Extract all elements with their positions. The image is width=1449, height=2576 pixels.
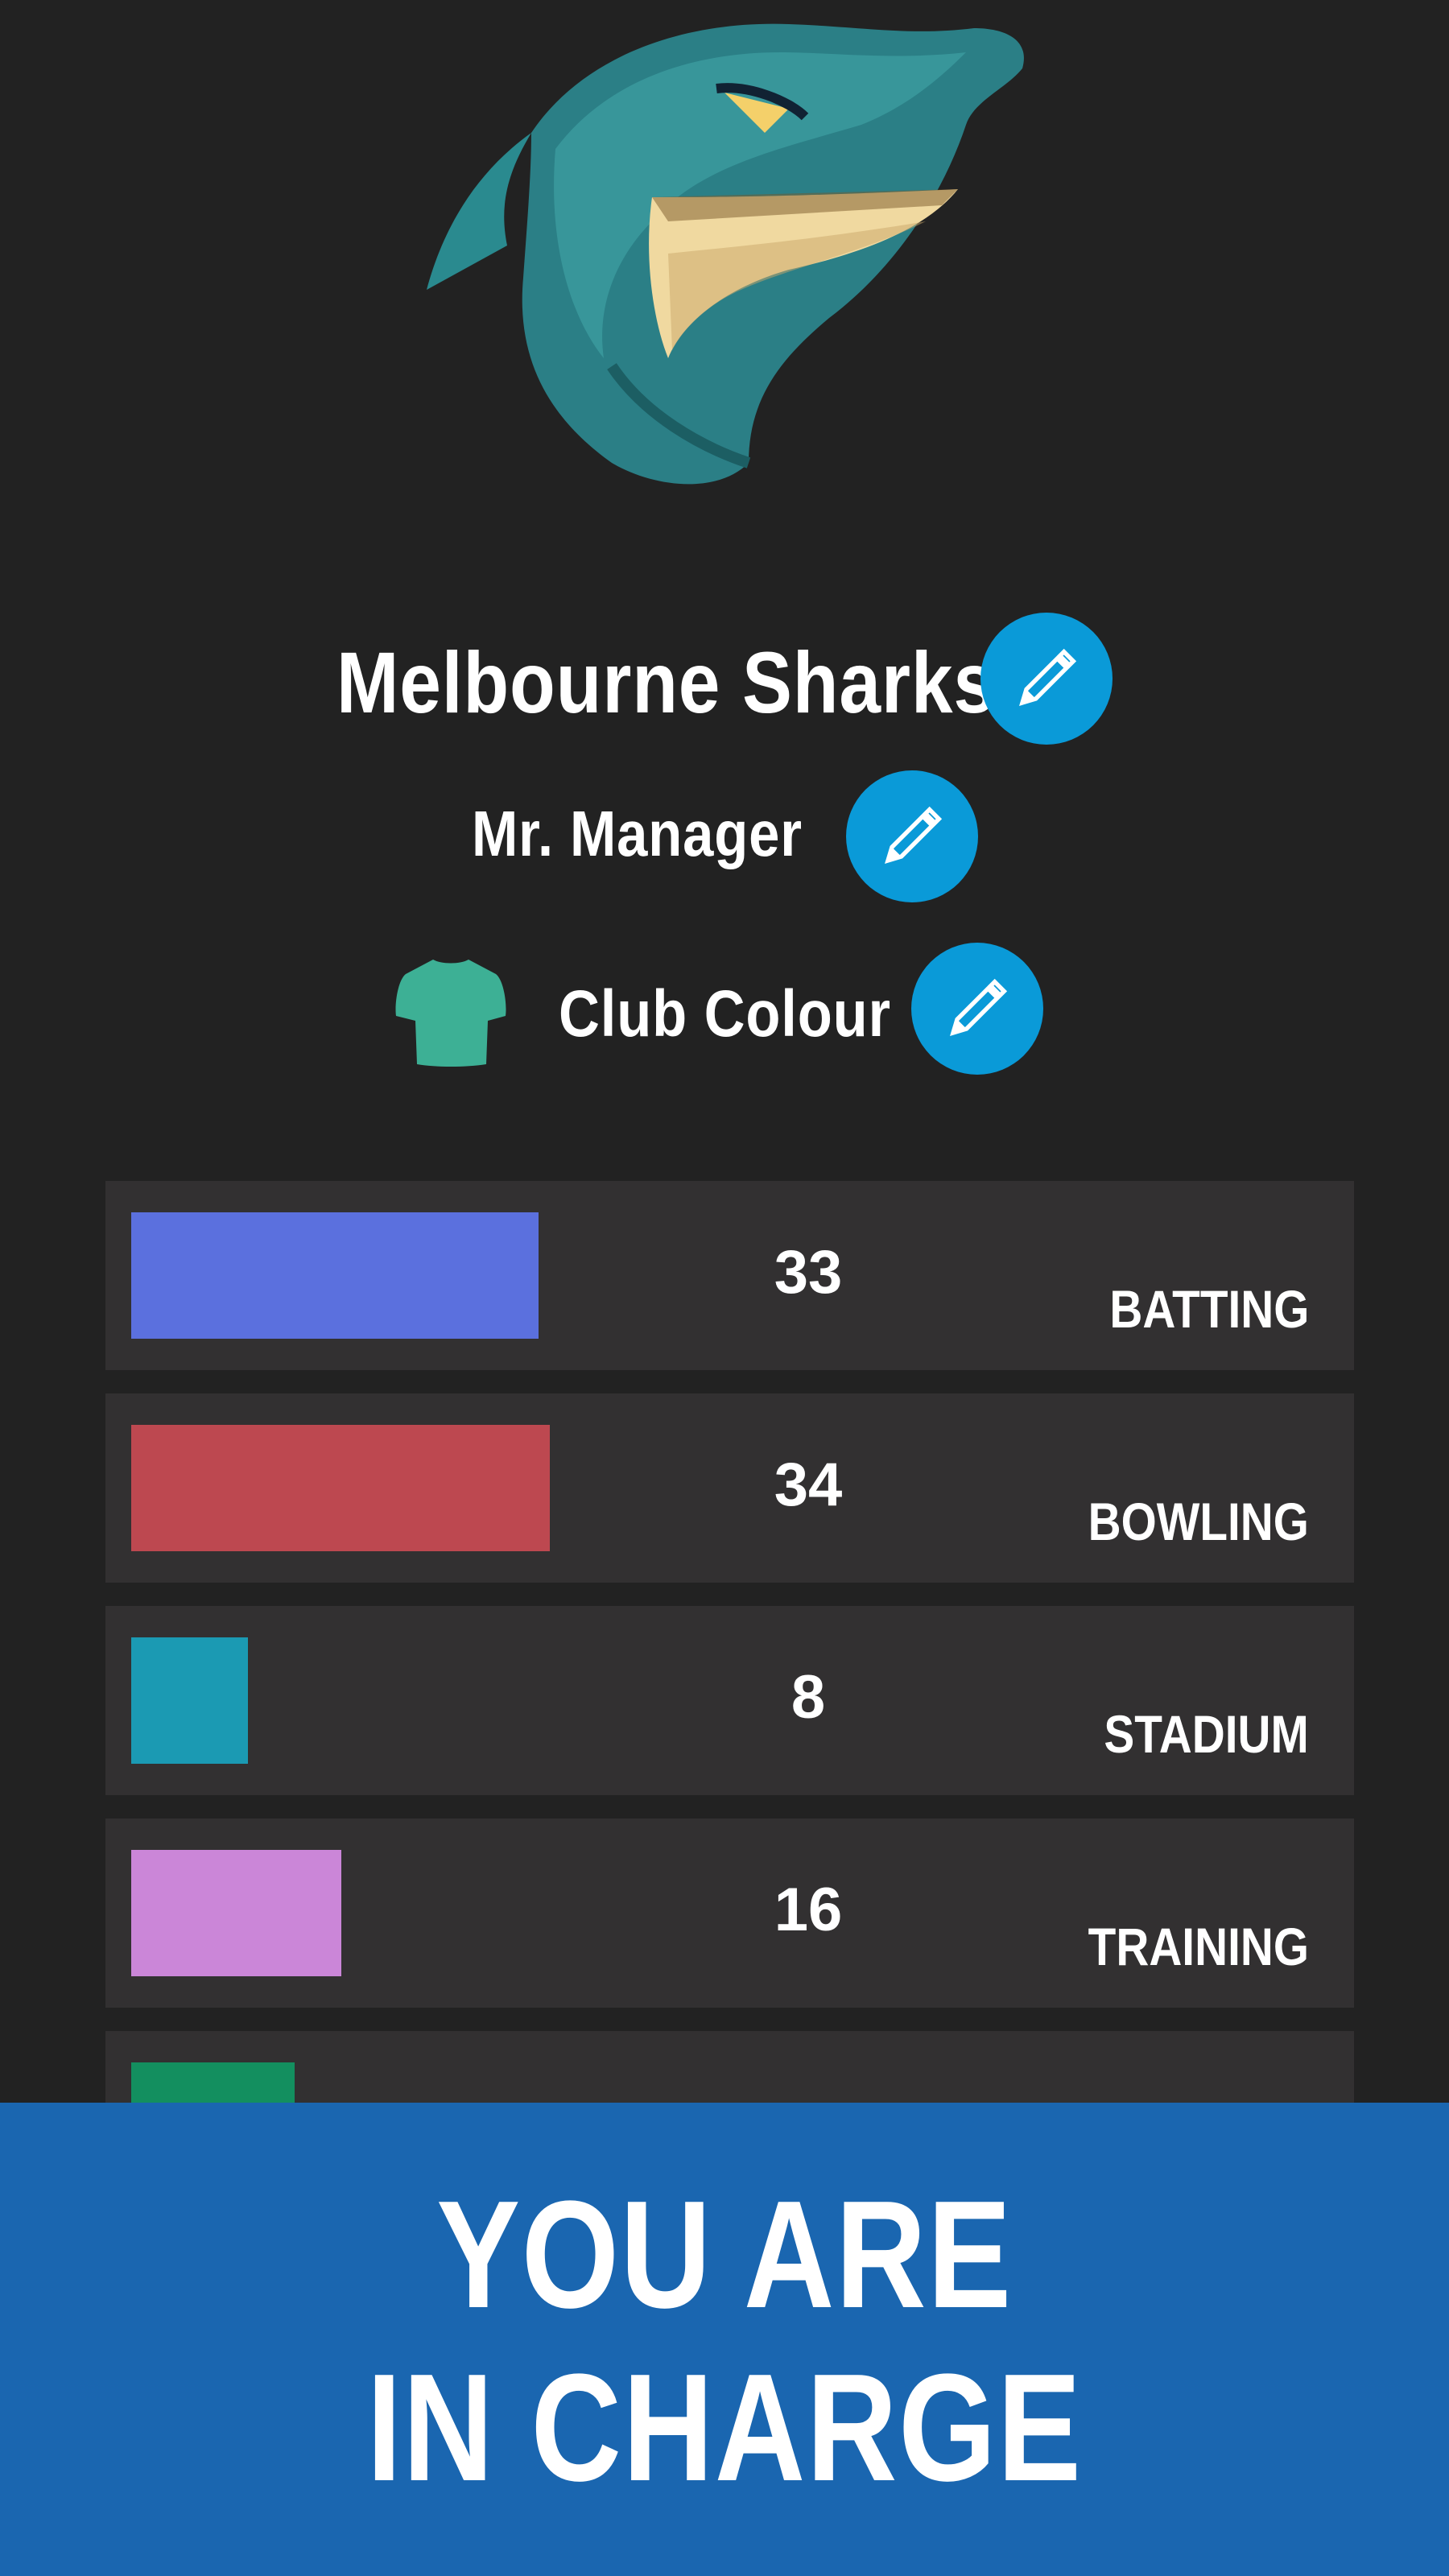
stat-value: 8: [791, 1663, 826, 1732]
stat-row-stadium[interactable]: 8 STADIUM: [105, 1606, 1354, 1795]
banner-line-2: IN CHARGE: [366, 2343, 1083, 2513]
pencil-icon: [885, 806, 943, 864]
edit-manager-button[interactable]: [846, 770, 978, 902]
club-name: Melbourne Sharks: [336, 634, 996, 731]
stat-row-bowling[interactable]: 34 BOWLING: [105, 1393, 1354, 1583]
stat-value: 16: [774, 1876, 843, 1944]
stat-value: 34: [774, 1451, 843, 1519]
stat-bar: [131, 1425, 551, 1551]
pencil-icon: [950, 978, 1008, 1036]
stat-label: STADIUM: [1104, 1704, 1309, 1764]
edit-club-colour-button[interactable]: [911, 943, 1043, 1075]
stat-value: 33: [774, 1238, 843, 1307]
stat-row-training[interactable]: 16 TRAINING: [105, 1818, 1354, 2008]
pencil-icon: [1019, 648, 1077, 706]
stat-label: BATTING: [1108, 1279, 1309, 1339]
edit-club-name-button[interactable]: [980, 613, 1113, 745]
stat-bar: [131, 1212, 539, 1339]
stat-row-batting[interactable]: 33 BATTING: [105, 1181, 1354, 1370]
manager-name: Mr. Manager: [472, 798, 803, 869]
shirt-icon: [395, 960, 506, 1067]
stat-bar: [131, 1637, 249, 1764]
stat-label: TRAINING: [1088, 1917, 1309, 1976]
club-colour-label: Club Colour: [559, 977, 891, 1051]
banner-line-1: YOU ARE: [436, 2169, 1013, 2340]
shark-logo: [427, 23, 1024, 485]
stat-bar: [131, 1850, 341, 1976]
stat-label: BOWLING: [1088, 1492, 1309, 1551]
promo-banner: YOU ARE IN CHARGE: [0, 2103, 1449, 2576]
